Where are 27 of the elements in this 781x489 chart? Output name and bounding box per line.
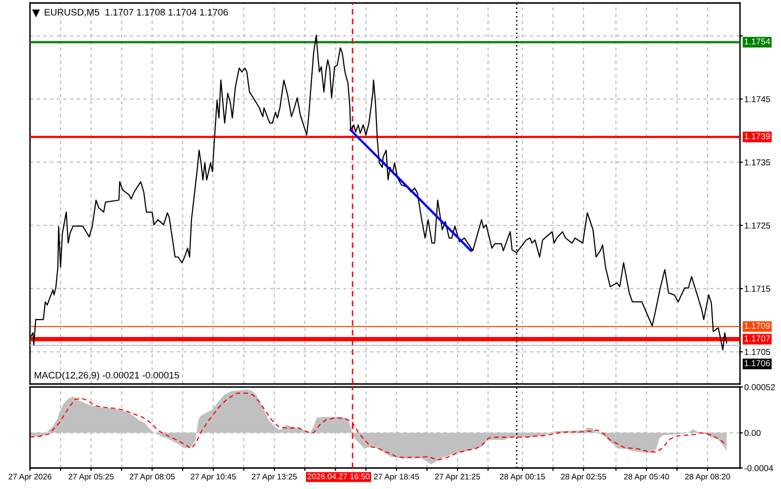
x-tick-label: 28 Apr 05:40 [624, 474, 670, 482]
x-tick-label: 27 Apr 05:25 [68, 474, 114, 482]
y-tick-label: 1.1745 [744, 96, 770, 102]
x-tick-label: 28 Apr 00:15 [500, 474, 545, 482]
y-tick-label: 0.00 [744, 430, 761, 436]
ref-line-label: 1.1706 [744, 360, 770, 366]
y-tick-label: 0.00052 [744, 384, 775, 390]
ref-line-label: 2026.04.27 16:50 [308, 474, 370, 480]
y-tick-label: 1.1735 [744, 159, 770, 166]
ref-line-label: 1.1754 [744, 38, 770, 44]
x-tick-label: 28 Apr 08:20 [685, 474, 730, 482]
y-tick-label: -0.0004 [744, 465, 774, 472]
text: EURUSD,M5 1.1707 1.1708 1.1704 1.1706 [44, 8, 228, 17]
x-tick-label: 27 Apr 10:45 [190, 474, 236, 482]
x-tick-label: 27 Apr 21:25 [435, 474, 480, 482]
x-tick-label: 27 Apr 18:45 [374, 474, 419, 482]
x-tick-label: 27 Apr 08:05 [130, 474, 175, 482]
ref-line-label: 1.1707 [744, 335, 770, 342]
chart-title: MACD(12,26,9) -0.00021 -0.00015 [34, 372, 180, 380]
y-tick-label: 1.1705 [744, 348, 770, 355]
x-tick-label: 28 Apr 02:55 [561, 474, 606, 482]
x-tick-label: 27 Apr 2026 [8, 474, 52, 482]
y-tick-label: 1.1725 [744, 222, 770, 229]
ref-line-label: 1.1739 [744, 133, 770, 140]
y-tick-label: 1.1715 [744, 286, 770, 292]
ref-line-label: 1.1709 [744, 322, 770, 329]
x-tick-label: 27 Apr 13:25 [252, 474, 297, 482]
